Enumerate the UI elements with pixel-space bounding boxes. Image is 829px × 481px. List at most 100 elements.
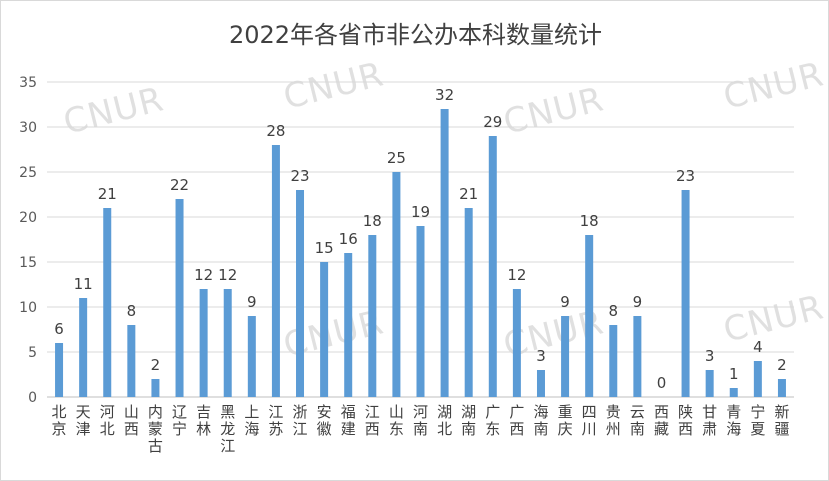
bar-天津	[79, 298, 88, 397]
x-tick-label: 浙江	[293, 403, 308, 438]
bar-河南	[416, 226, 425, 397]
x-tick-label: 安徽	[317, 403, 332, 438]
bar-湖北	[440, 109, 449, 397]
bar-广西	[512, 289, 521, 397]
bar-江西	[368, 235, 377, 397]
watermark: CNUR	[720, 287, 828, 350]
bar-吉林	[199, 289, 208, 397]
bar-黑龙江	[223, 289, 232, 397]
bar-山东	[392, 172, 401, 397]
x-tick-label: 江苏	[268, 403, 283, 438]
data-label: 12	[194, 266, 213, 284]
y-tick-label: 15	[19, 255, 37, 271]
bar-广东	[488, 136, 497, 397]
x-tick-label: 吉林	[196, 403, 211, 438]
y-tick-label: 35	[19, 75, 37, 91]
bars	[55, 109, 786, 397]
x-tick-label: 上海	[244, 403, 259, 438]
x-axis-ticks: 北京天津河北山西内蒙古辽宁吉林黑龙江上海江苏浙江安徽福建江西山东河南湖北湖南广东…	[52, 403, 790, 455]
watermark: CNUR	[500, 79, 608, 142]
y-tick-label: 5	[28, 345, 37, 361]
x-tick-label: 青海	[726, 403, 741, 438]
y-axis-ticks: 0 5 10 15 20 25 30 35	[19, 75, 37, 406]
data-label: 12	[507, 266, 526, 284]
bar-山西	[127, 325, 136, 397]
watermark: CNUR	[280, 54, 388, 117]
data-label: 6	[54, 320, 64, 338]
bar-浙江	[296, 190, 305, 397]
bar-上海	[247, 316, 256, 397]
x-tick-label: 云南	[630, 403, 645, 438]
bar-北京	[55, 343, 64, 397]
x-tick-label: 河北	[100, 403, 115, 438]
y-tick-label: 25	[19, 165, 37, 181]
y-tick-label: 0	[28, 390, 37, 406]
x-tick-label: 湖北	[437, 403, 452, 438]
data-label: 8	[127, 302, 137, 320]
bar-辽宁	[175, 199, 184, 397]
data-label: 25	[387, 149, 406, 167]
bar-新疆	[777, 379, 786, 397]
x-tick-label: 广东	[485, 403, 500, 438]
watermark: CNUR	[720, 54, 828, 117]
bar-河北	[103, 208, 112, 397]
x-tick-label: 西藏	[654, 403, 669, 438]
x-tick-label: 江西	[365, 403, 380, 438]
y-tick-label: 30	[19, 120, 37, 136]
bar-四川	[585, 235, 594, 397]
data-label: 0	[657, 374, 667, 392]
x-tick-label: 河南	[413, 403, 428, 438]
bar-重庆	[561, 316, 570, 397]
data-label: 21	[459, 185, 478, 203]
bar-陕西	[681, 190, 690, 397]
bar-贵州	[609, 325, 618, 397]
data-label: 19	[411, 203, 430, 221]
data-label: 18	[580, 212, 599, 230]
bar-江苏	[271, 145, 280, 397]
watermark: CNUR	[60, 79, 168, 142]
data-label: 21	[98, 185, 117, 203]
x-tick-label: 重庆	[558, 403, 573, 438]
data-label: 3	[705, 347, 715, 365]
data-label: 8	[609, 302, 619, 320]
data-label: 1	[729, 365, 739, 383]
data-label: 4	[753, 338, 763, 356]
bar-福建	[344, 253, 353, 397]
bar-青海	[729, 388, 738, 397]
data-label: 12	[218, 266, 237, 284]
data-label: 32	[435, 86, 454, 104]
data-label: 18	[363, 212, 382, 230]
x-tick-label: 福建	[341, 403, 356, 438]
y-tick-label: 10	[19, 300, 37, 316]
data-label: 29	[483, 113, 502, 131]
x-tick-label: 山东	[389, 403, 404, 438]
x-tick-label: 宁夏	[750, 403, 765, 438]
data-label: 2	[151, 356, 161, 374]
data-label: 9	[633, 293, 643, 311]
x-tick-label: 黑龙江	[220, 403, 235, 455]
x-tick-label: 新疆	[774, 403, 789, 438]
x-tick-label: 海南	[533, 403, 548, 438]
x-tick-label: 贵州	[606, 403, 621, 438]
bar-甘肃	[705, 370, 714, 397]
x-tick-label: 辽宁	[172, 403, 187, 438]
y-tick-label: 20	[19, 210, 37, 226]
x-tick-label: 北京	[52, 403, 67, 438]
bar-云南	[633, 316, 642, 397]
data-label: 28	[266, 122, 285, 140]
x-tick-label: 甘肃	[702, 403, 717, 438]
bar-海南	[536, 370, 545, 397]
chart-title: 2022年各省市非公办本科数量统计	[228, 21, 603, 49]
bar-宁夏	[753, 361, 762, 397]
data-label: 9	[247, 293, 257, 311]
data-label: 23	[290, 167, 309, 185]
x-tick-label: 天津	[76, 403, 91, 438]
data-label: 11	[74, 275, 93, 293]
data-label: 9	[560, 293, 570, 311]
x-tick-label: 山西	[124, 403, 139, 438]
x-tick-label: 广西	[509, 403, 524, 438]
bar-内蒙古	[151, 379, 160, 397]
